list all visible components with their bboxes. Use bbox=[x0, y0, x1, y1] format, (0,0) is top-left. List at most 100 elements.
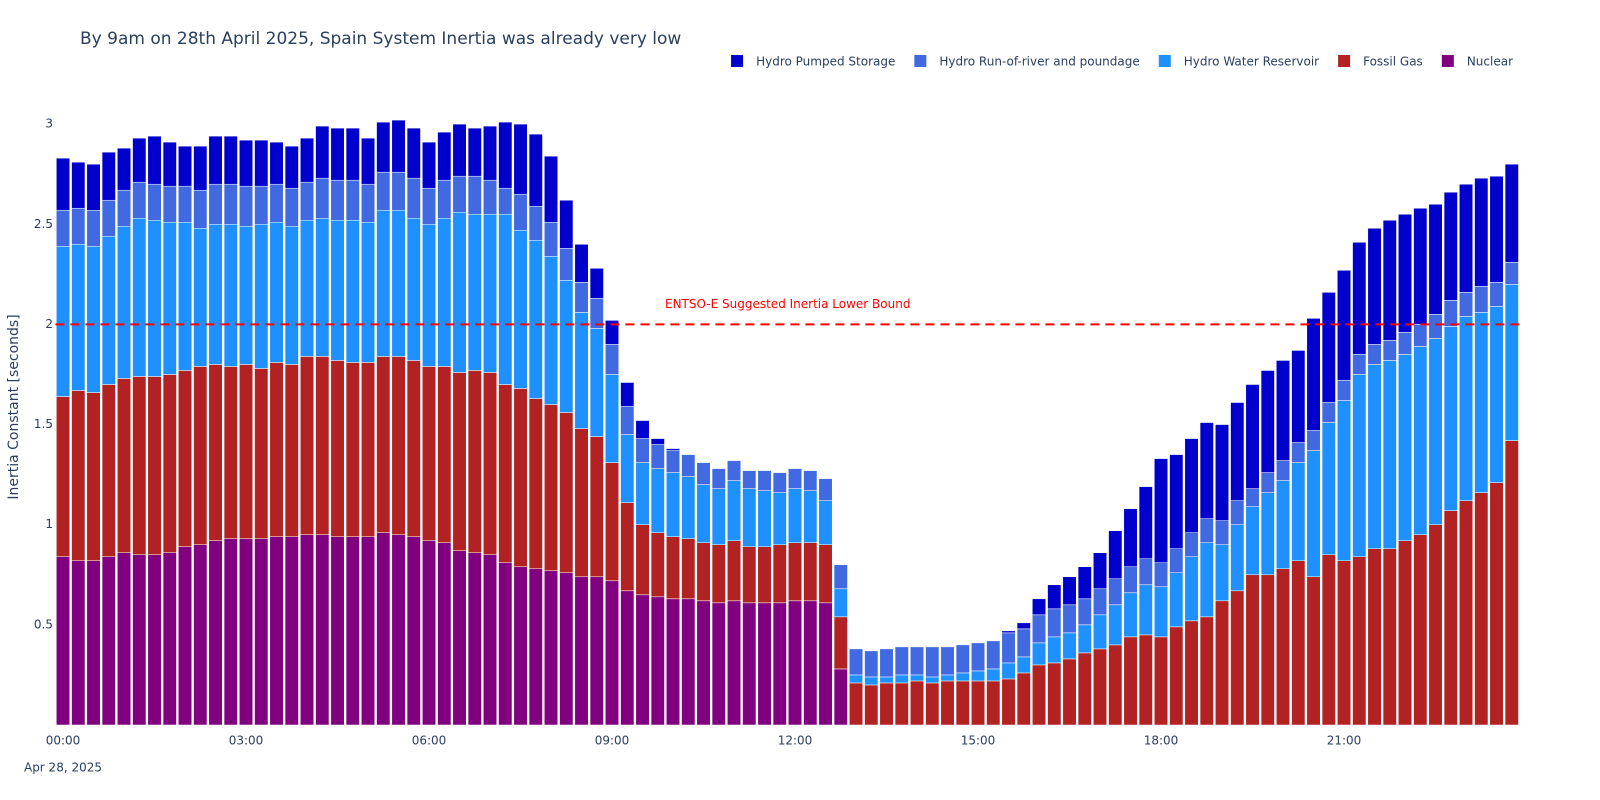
y-tick-label: 1.5 bbox=[34, 417, 53, 431]
bar-segment bbox=[208, 224, 223, 365]
bar-segment bbox=[1428, 338, 1443, 525]
bar-segment bbox=[1413, 346, 1428, 535]
bar-segment bbox=[1459, 183, 1473, 293]
bar-segment bbox=[574, 576, 589, 726]
bar-segment bbox=[1367, 344, 1382, 365]
bar-segment bbox=[1001, 630, 1016, 634]
bar-segment bbox=[772, 544, 787, 604]
bar-segment bbox=[1337, 560, 1351, 726]
bar-segment bbox=[1184, 556, 1199, 622]
y-tick-label: 2.5 bbox=[34, 217, 53, 231]
bar-segment bbox=[361, 137, 375, 185]
bar-segment bbox=[1337, 400, 1351, 562]
bar-segment bbox=[605, 320, 619, 345]
bar-segment bbox=[1260, 472, 1275, 493]
bar-segment bbox=[223, 183, 238, 225]
bar-segment bbox=[757, 602, 772, 726]
bar-segment bbox=[605, 374, 619, 463]
bar-segment bbox=[1047, 636, 1062, 664]
bar-segment bbox=[193, 189, 208, 229]
bar-segment bbox=[86, 560, 101, 726]
bar-segment bbox=[330, 179, 345, 221]
bar-segment bbox=[864, 676, 879, 686]
bar-segment bbox=[345, 127, 360, 181]
bar-segment bbox=[666, 472, 680, 537]
chart-title: By 9am on 28th April 2025, Spain System … bbox=[80, 29, 681, 49]
bar-segment bbox=[1123, 508, 1138, 568]
bar-segment bbox=[483, 554, 497, 726]
bar-segment bbox=[1032, 598, 1046, 616]
bar-segment bbox=[437, 366, 452, 543]
bar-segment bbox=[223, 538, 238, 726]
bar-segment bbox=[986, 668, 1001, 682]
bar-segment bbox=[315, 177, 330, 219]
bar-segment bbox=[803, 542, 818, 602]
bar-segment bbox=[666, 536, 680, 600]
bar-segment bbox=[1443, 510, 1458, 726]
bar-segment bbox=[71, 244, 86, 391]
bar-segment bbox=[1504, 262, 1519, 285]
bar-segment bbox=[635, 438, 650, 463]
bar-segment bbox=[1504, 284, 1519, 441]
bar-segment bbox=[1245, 488, 1260, 507]
bar-segment bbox=[1367, 228, 1382, 345]
bar-segment bbox=[239, 226, 253, 365]
bar-segment bbox=[681, 598, 696, 726]
bar-segment bbox=[894, 646, 909, 676]
bar-segment bbox=[162, 141, 177, 187]
bar-segment bbox=[1123, 636, 1138, 726]
bar-segment bbox=[1474, 312, 1489, 493]
bar-segment bbox=[986, 640, 1001, 670]
bar-segment bbox=[1474, 177, 1489, 287]
x-tick-label: 15:00 bbox=[961, 734, 996, 748]
bar-segment bbox=[178, 370, 192, 547]
bar-segment bbox=[635, 594, 650, 726]
bar-segment bbox=[71, 390, 86, 562]
bar-segment bbox=[467, 175, 482, 215]
bar-segment bbox=[803, 470, 818, 491]
bar-segment bbox=[1306, 576, 1321, 726]
bar-segment bbox=[971, 642, 985, 672]
bar-segment bbox=[589, 328, 604, 437]
bar-segment bbox=[406, 177, 421, 219]
bar-segment bbox=[681, 454, 696, 477]
legend-swatch bbox=[1338, 55, 1351, 67]
bar-segment bbox=[1306, 430, 1321, 451]
bar-segment bbox=[315, 356, 330, 535]
bar-segment bbox=[223, 366, 238, 539]
x-tick-label: 18:00 bbox=[1144, 734, 1179, 748]
bar-segment bbox=[1154, 586, 1168, 638]
bar-segment bbox=[422, 540, 436, 726]
bar-segment bbox=[1001, 632, 1016, 664]
bar-segment bbox=[1123, 592, 1138, 638]
bar-segment bbox=[1489, 282, 1504, 307]
bar-segment bbox=[178, 546, 192, 726]
bar-segment bbox=[1321, 422, 1336, 555]
bar-segment bbox=[910, 646, 924, 676]
bar-segment bbox=[1352, 354, 1367, 375]
bar-segment bbox=[1032, 664, 1046, 726]
bar-segment bbox=[833, 668, 848, 726]
bar-segment bbox=[361, 536, 375, 726]
bar-segment bbox=[1093, 588, 1107, 616]
bar-segment bbox=[971, 680, 985, 726]
bar-segment bbox=[376, 532, 391, 726]
bar-segment bbox=[1077, 652, 1092, 726]
bar-segment bbox=[452, 175, 467, 213]
bar-segment bbox=[269, 141, 284, 185]
bar-segment bbox=[1154, 636, 1168, 726]
bar-segment bbox=[910, 674, 924, 682]
bar-segment bbox=[910, 680, 924, 726]
bar-segment bbox=[254, 538, 269, 726]
bar-segment bbox=[727, 480, 741, 541]
bar-segment bbox=[1382, 340, 1397, 361]
bar-segment bbox=[56, 157, 70, 211]
bar-segment bbox=[681, 538, 696, 600]
bar-segment bbox=[879, 648, 894, 678]
bar-segment bbox=[589, 436, 604, 578]
bar-segment bbox=[1474, 492, 1489, 726]
bar-segment bbox=[56, 209, 70, 247]
bar-segment bbox=[1306, 318, 1321, 431]
bar-segment bbox=[71, 207, 86, 245]
